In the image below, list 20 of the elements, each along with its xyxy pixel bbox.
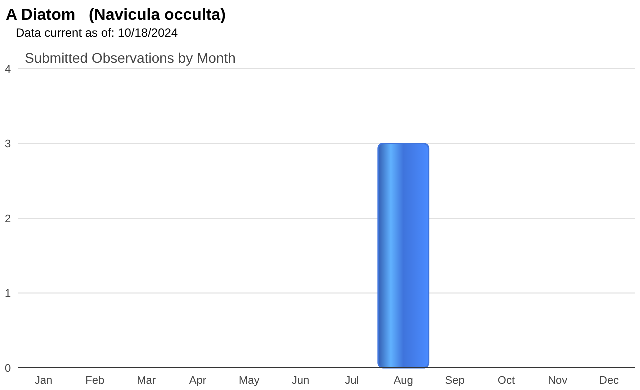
chart-subtitle: Data current as of: 10/18/2024 [16,26,178,40]
x-tick-label: Mar [137,375,156,387]
x-tick-label: Jul [345,375,360,387]
x-tick-label: Apr [189,375,207,387]
x-tick-label: Oct [498,375,516,387]
x-tick-label: Feb [86,375,105,387]
x-tick-label: Sep [445,375,465,387]
x-tick-label: Jun [292,375,310,387]
x-tick-label: Aug [394,375,414,387]
y-tick-label: 1 [4,288,12,300]
y-tick-label: 4 [4,64,12,76]
x-tick-label: Jan [34,375,53,387]
y-tick-label: 0 [4,362,12,375]
x-tick-label: Nov [548,375,568,387]
y-tick-label: 2 [4,213,12,226]
x-tick-label: Dec [600,375,620,387]
x-tick-label: May [238,375,260,387]
y-tick-label: 3 [4,138,12,151]
chart-title: A Diatom (Navicula occulta) [6,7,226,24]
text: Submitted Observations by Month [25,50,236,66]
